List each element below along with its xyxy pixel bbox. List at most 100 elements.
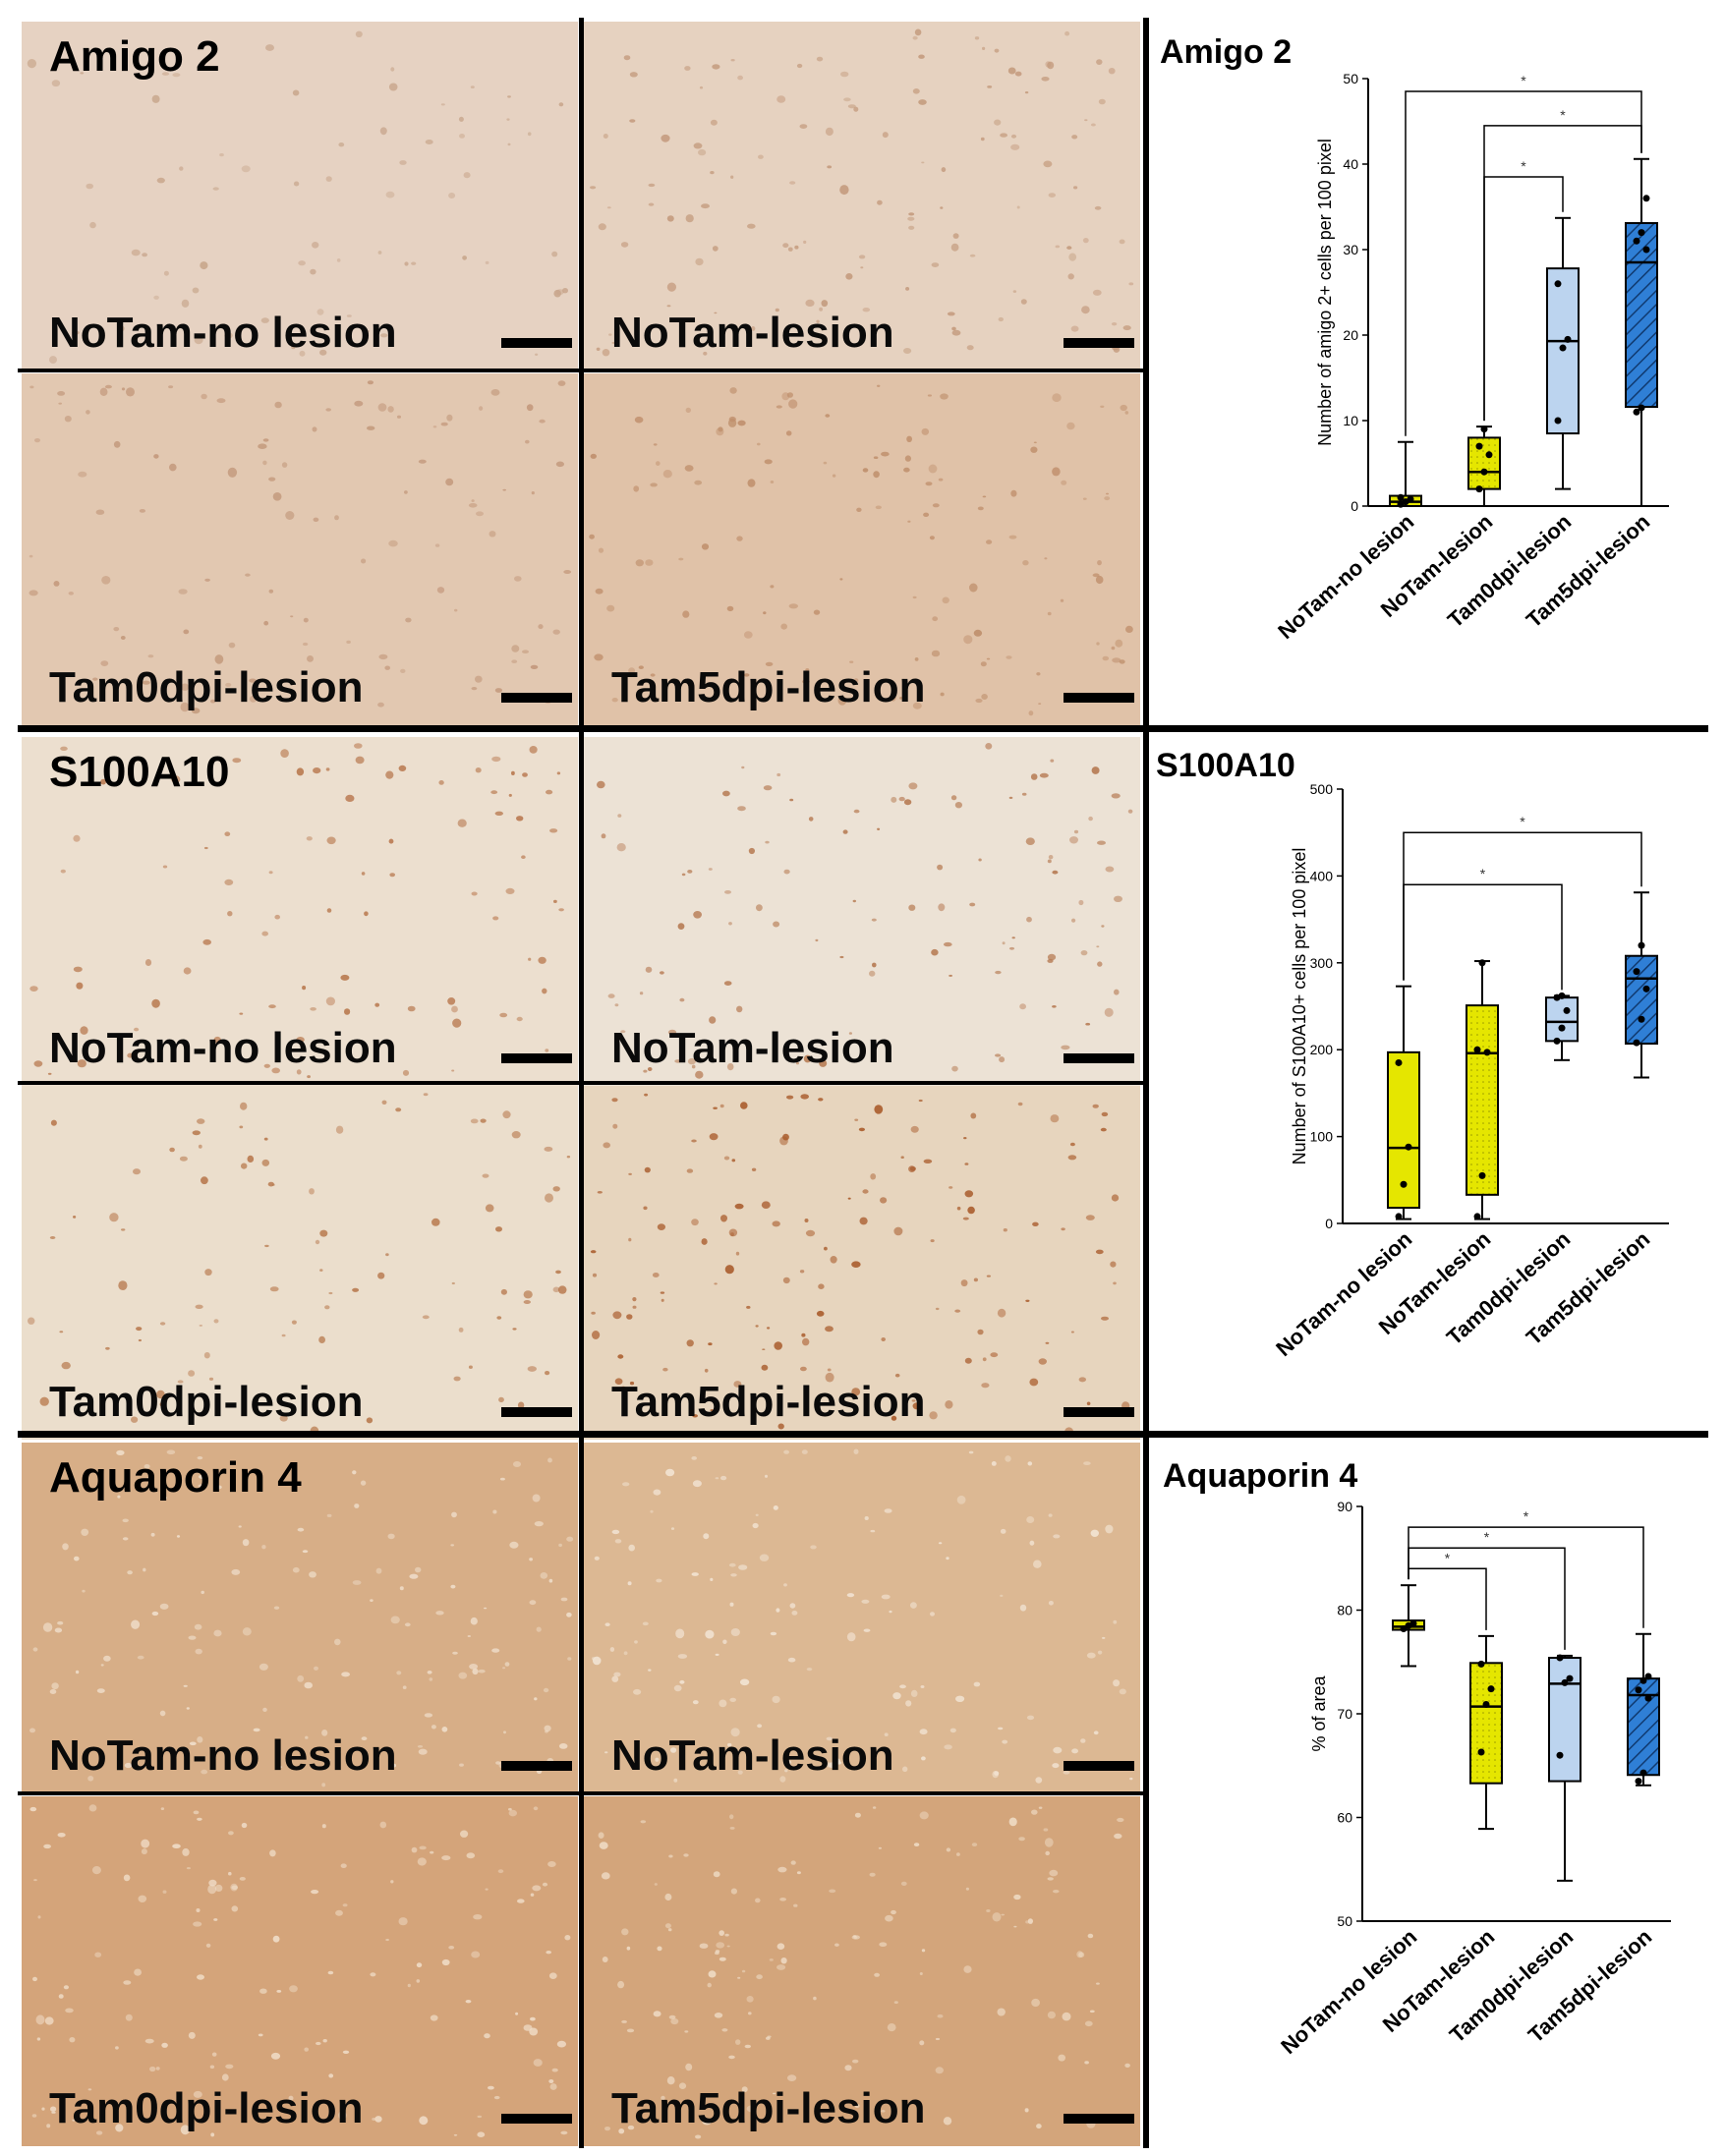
stained-cell (978, 858, 982, 862)
stained-cell (404, 261, 409, 266)
stained-cell (296, 767, 305, 776)
y-tick-label: 500 (1310, 781, 1334, 797)
stained-cell (377, 251, 382, 255)
stained-cell (628, 1237, 632, 1242)
stained-cell (482, 1173, 489, 1178)
stained-cell (1095, 1249, 1104, 1255)
stained-cell (881, 451, 890, 457)
stained-cell (558, 102, 564, 107)
stained-cell (665, 1468, 675, 1477)
stained-cell (58, 1994, 64, 1999)
stained-cell (361, 1736, 368, 1741)
stained-cell (1031, 1809, 1038, 1815)
stained-cell (1096, 59, 1103, 65)
stained-cell (919, 2040, 925, 2046)
stained-cell (69, 2037, 76, 2043)
significance-label: * (1520, 814, 1525, 829)
stained-cell (44, 2016, 54, 2025)
tile-texture (29, 1804, 571, 2137)
stained-cell (1032, 1221, 1039, 1227)
stained-cell (708, 1970, 717, 1978)
stained-cell (653, 1489, 661, 1496)
stained-cell (1033, 1560, 1042, 1568)
stained-cell (466, 1852, 476, 1859)
stained-cell (511, 645, 520, 652)
stained-cell (313, 517, 319, 522)
stained-cell (496, 1316, 502, 1320)
stained-cell (977, 506, 984, 511)
stained-cell (434, 543, 440, 547)
stained-cell (643, 1069, 648, 1073)
stained-cell (32, 1976, 37, 1982)
stained-cell (991, 1461, 997, 1466)
data-point (1638, 229, 1645, 237)
stained-cell (736, 1005, 743, 1013)
stained-cell (362, 1763, 366, 1767)
stained-cell (653, 2011, 661, 2017)
stained-cell (209, 2065, 215, 2070)
y-axis-label: Number of S100A10+ cells per 100 pixel (1290, 848, 1309, 1165)
y-axis-label: % of area (1309, 1674, 1329, 1751)
stained-cell (666, 2076, 675, 2085)
stained-cell (796, 1061, 799, 1065)
stained-cell (269, 1286, 279, 1292)
stained-cell (321, 1824, 326, 1829)
data-point (1554, 280, 1562, 288)
stained-cell (499, 1477, 505, 1481)
stained-cell (986, 1275, 992, 1277)
stained-cell (816, 56, 824, 62)
stained-cell (875, 505, 882, 510)
stained-cell (390, 67, 395, 72)
stained-cell (138, 1338, 142, 1342)
stained-cell (263, 1063, 270, 1068)
tile-background (584, 1443, 1140, 1793)
stained-cell (718, 426, 723, 432)
stained-cell (980, 137, 985, 142)
micrograph-tile: NoTam-lesion (584, 22, 1140, 370)
stained-cell (632, 1297, 637, 1302)
stained-cell (776, 405, 782, 409)
stained-cell (825, 1372, 834, 1383)
stained-cell (869, 970, 876, 977)
stained-cell (35, 2014, 45, 2025)
scale-bar (1064, 1053, 1134, 1063)
stained-cell (370, 1972, 376, 1977)
stained-cell (1000, 1528, 1006, 1534)
stained-cell (1055, 245, 1061, 249)
stained-cell (361, 558, 367, 564)
stained-cell (39, 1396, 49, 1406)
iqr-box (1467, 436, 1501, 490)
stained-cell (417, 1745, 424, 1748)
stained-cell (765, 840, 770, 844)
stained-cell (1124, 411, 1129, 415)
stained-cell (153, 295, 159, 300)
stained-cell (471, 1951, 481, 1958)
stained-cell (1038, 1358, 1048, 1365)
stained-cell (938, 478, 944, 482)
iqr-box (1466, 1004, 1499, 1196)
stained-cell (744, 2044, 751, 2049)
stained-cell (1007, 67, 1016, 75)
stained-cell (146, 1477, 150, 1482)
stained-cell (773, 1505, 778, 1510)
stained-cell (49, 1236, 56, 1239)
stained-cell (935, 2037, 941, 2041)
stained-cell (852, 2059, 859, 2064)
stained-cell (597, 1191, 603, 1194)
tile-texture (589, 384, 1133, 716)
stained-cell (1061, 1227, 1065, 1231)
stained-cell (954, 1309, 961, 1313)
panel-dividers (18, 18, 1708, 2148)
stained-cell (952, 233, 959, 239)
stained-cell (783, 869, 790, 875)
stained-cell (816, 319, 820, 323)
stained-cell (1096, 642, 1100, 646)
stained-cell (99, 1045, 104, 1050)
stained-cell (1128, 282, 1134, 286)
stained-cell (279, 1415, 288, 1422)
stained-cell (992, 1912, 1002, 1922)
tile-texture (28, 1093, 571, 1436)
iqr-box (1548, 1657, 1581, 1783)
stained-cell (262, 1707, 267, 1712)
